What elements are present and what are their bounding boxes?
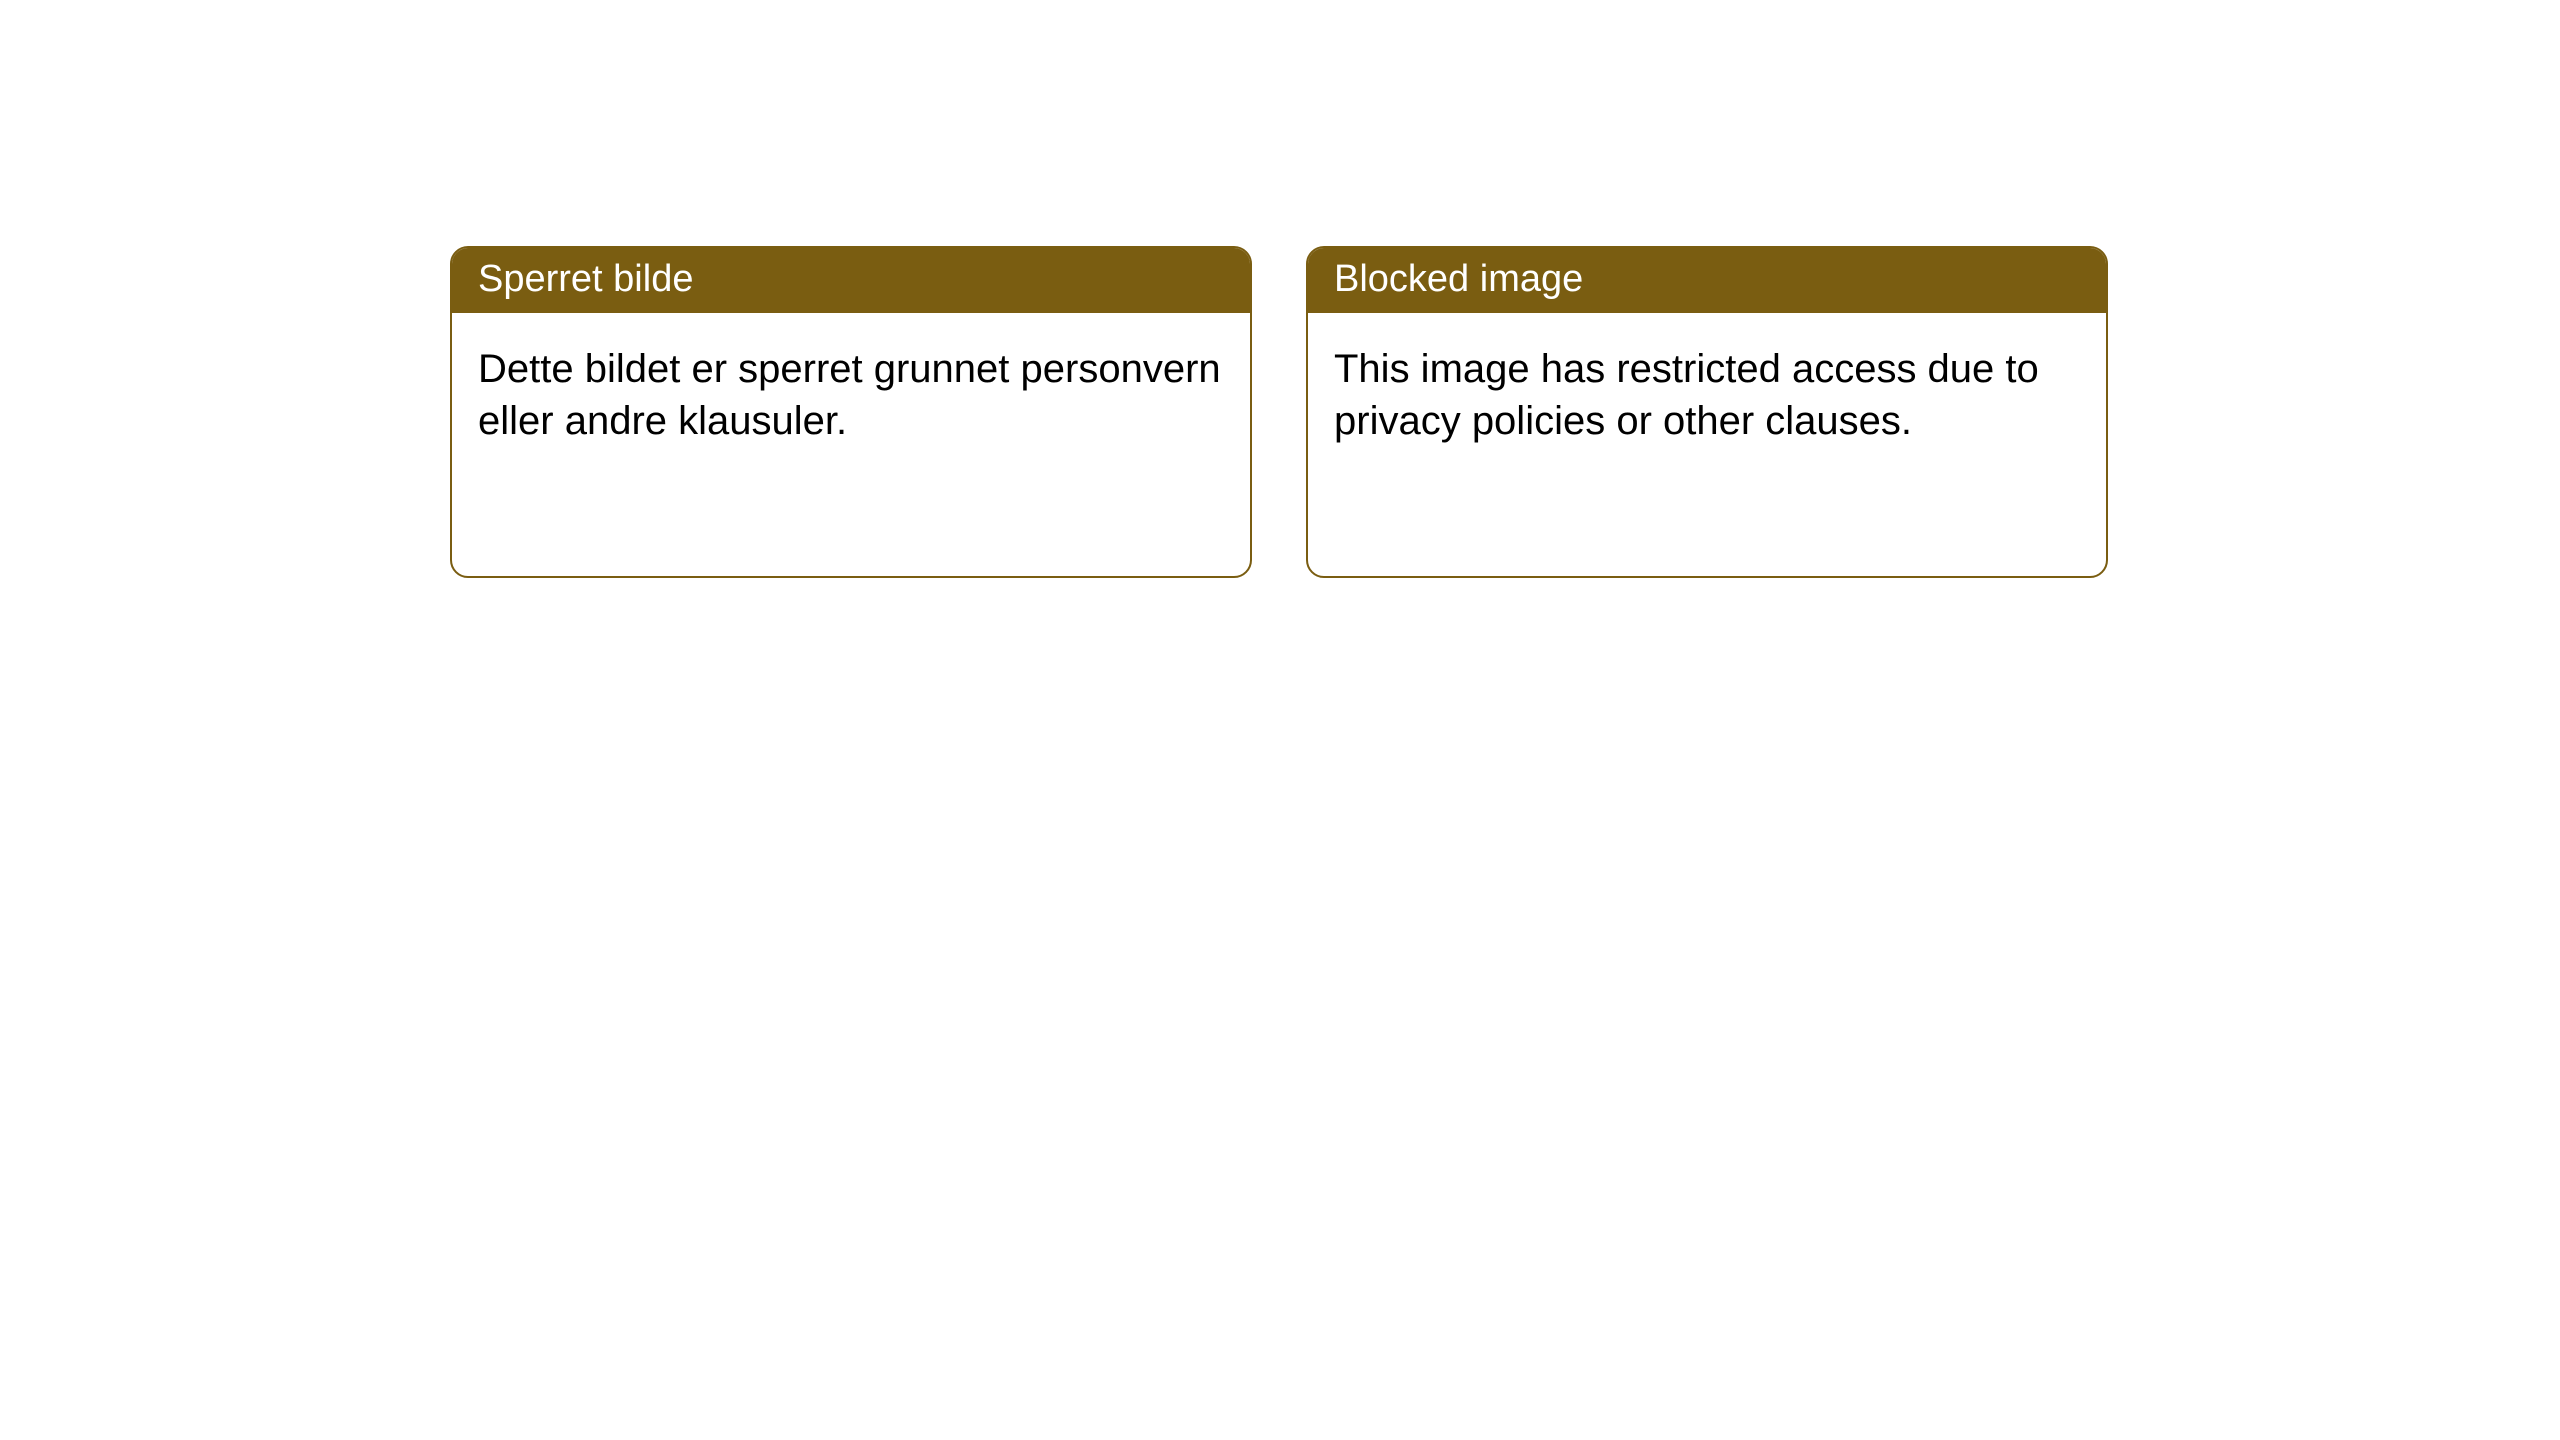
notice-card-message: This image has restricted access due to … [1334,347,2039,443]
notice-card-english: Blocked image This image has restricted … [1306,246,2108,578]
notice-card-title: Sperret bilde [478,258,693,300]
notice-card-header: Sperret bilde [452,248,1250,313]
notice-card-norwegian: Sperret bilde Dette bildet er sperret gr… [450,246,1252,578]
notice-cards-container: Sperret bilde Dette bildet er sperret gr… [450,246,2108,578]
notice-card-title: Blocked image [1334,258,1583,300]
notice-card-body: Dette bildet er sperret grunnet personve… [452,313,1250,477]
notice-card-body: This image has restricted access due to … [1308,313,2106,477]
notice-card-message: Dette bildet er sperret grunnet personve… [478,347,1221,443]
notice-card-header: Blocked image [1308,248,2106,313]
